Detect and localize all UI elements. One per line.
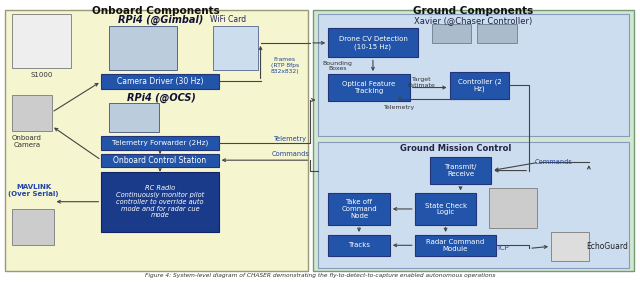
Text: RC Radio
Continuously monitor pilot
controller to override auto
mode and for rad: RC Radio Continuously monitor pilot cont…	[116, 185, 204, 218]
Bar	[109, 26, 177, 70]
Text: State Check
Logic: State Check Logic	[424, 203, 467, 215]
Text: Controller (2
Hz): Controller (2 Hz)	[458, 79, 501, 92]
Bar	[318, 14, 628, 136]
Bar	[431, 24, 472, 43]
Text: Commands: Commands	[271, 151, 309, 157]
Bar	[328, 74, 410, 101]
Bar	[101, 136, 219, 150]
Bar	[449, 72, 509, 99]
Text: EchoGuard: EchoGuard	[586, 242, 628, 251]
Bar	[328, 28, 418, 57]
Text: Commands: Commands	[535, 159, 573, 165]
Text: RPi4 (@Gimbal): RPi4 (@Gimbal)	[118, 15, 204, 25]
Text: Telemetry: Telemetry	[384, 105, 415, 110]
Bar	[101, 171, 219, 232]
Text: Drone CV Detection
(10-15 Hz): Drone CV Detection (10-15 Hz)	[339, 36, 408, 50]
Text: Figure 4: System-level diagram of CHASER demonstrating the fly-to-detect-to-capt: Figure 4: System-level diagram of CHASER…	[145, 273, 495, 278]
Text: Ground Mission Control: Ground Mission Control	[400, 143, 511, 153]
Text: Xavier (@Chaser Controller): Xavier (@Chaser Controller)	[414, 16, 532, 25]
Text: Onboard Control Station: Onboard Control Station	[113, 156, 207, 165]
Bar	[5, 10, 308, 271]
Bar	[101, 74, 219, 89]
Text: Onboard
Camera: Onboard Camera	[12, 135, 42, 148]
Text: MAVLINK
(Over Serial): MAVLINK (Over Serial)	[8, 184, 59, 197]
Bar	[318, 142, 628, 268]
Text: Optical Feature
Tracking: Optical Feature Tracking	[342, 81, 396, 94]
Bar	[12, 95, 52, 131]
Text: Camera Driver (30 Hz): Camera Driver (30 Hz)	[116, 77, 204, 86]
Text: Frames
(RTP 8fps
832x832): Frames (RTP 8fps 832x832)	[271, 57, 299, 74]
Text: Target
Estimate: Target Estimate	[408, 77, 436, 88]
Bar	[328, 193, 390, 224]
Text: Telemetry: Telemetry	[274, 136, 307, 142]
Text: RPi4 (@OCS): RPi4 (@OCS)	[127, 93, 195, 103]
Text: S1000: S1000	[31, 72, 53, 78]
Text: Radar Command
Module: Radar Command Module	[426, 239, 484, 252]
Bar	[212, 26, 257, 70]
Bar	[12, 14, 72, 68]
Text: Ground Components: Ground Components	[413, 6, 534, 16]
Text: Onboard Components: Onboard Components	[92, 6, 220, 16]
Bar	[551, 232, 589, 261]
Bar	[328, 235, 390, 256]
Bar	[12, 209, 54, 245]
Bar	[490, 188, 537, 228]
Bar	[415, 193, 476, 224]
Text: Tracks: Tracks	[348, 242, 370, 248]
Text: Take off
Command
Node: Take off Command Node	[341, 199, 377, 219]
Bar	[415, 235, 497, 256]
Text: Transmit/
Receive: Transmit/ Receive	[444, 164, 477, 177]
Bar	[109, 103, 159, 132]
Bar	[429, 157, 492, 184]
Bar	[313, 10, 634, 271]
Bar	[477, 24, 517, 43]
Bar	[101, 154, 219, 168]
Text: TCP: TCP	[496, 245, 509, 251]
Text: Bounding
Boxes: Bounding Boxes	[322, 61, 352, 71]
Text: Telemetry Forwarder (2Hz): Telemetry Forwarder (2Hz)	[112, 140, 208, 146]
Text: WiFi Card: WiFi Card	[210, 15, 246, 24]
